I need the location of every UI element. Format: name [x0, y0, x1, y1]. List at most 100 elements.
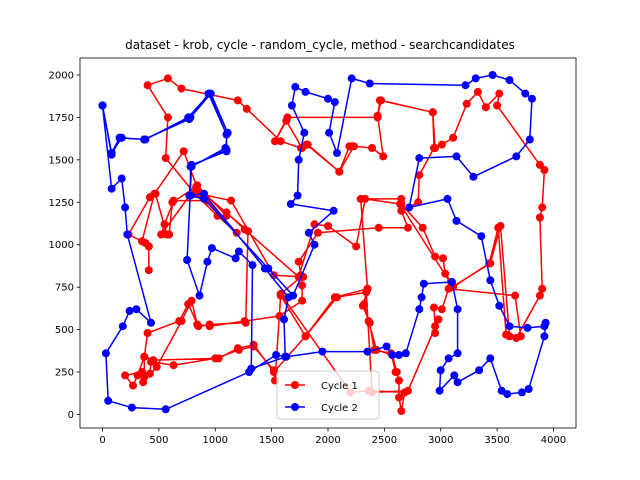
x-tick-label: 2500 [372, 435, 397, 446]
data-point [388, 351, 397, 359]
data-point [481, 103, 490, 112]
data-point [143, 329, 152, 337]
data-point [195, 291, 204, 300]
x-tick-label: 1000 [203, 435, 228, 446]
data-point [430, 303, 438, 312]
data-point [163, 74, 172, 83]
x-tick-label: 0 [99, 435, 105, 446]
data-point [227, 196, 236, 205]
data-point [233, 96, 242, 105]
data-point [516, 332, 525, 341]
data-point [391, 368, 400, 376]
data-point [452, 152, 461, 161]
data-point [325, 128, 334, 137]
data-point [117, 133, 126, 142]
data-point [203, 257, 212, 266]
legend-label-cycle-1: Cycle 1 [321, 381, 358, 392]
data-point [335, 167, 344, 176]
data-point [512, 152, 521, 161]
data-point [211, 354, 220, 363]
series-layer [98, 71, 550, 415]
data-point [234, 247, 243, 256]
data-point [540, 166, 549, 174]
data-point [140, 135, 149, 144]
x-tick-label: 4000 [541, 435, 566, 446]
data-point [541, 318, 550, 327]
data-point [143, 81, 152, 90]
data-point [453, 349, 462, 358]
y-tick-label: 250 [55, 367, 74, 378]
data-point [298, 296, 307, 305]
data-point [121, 371, 130, 380]
data-point [404, 386, 412, 395]
data-point [163, 113, 172, 122]
data-point [418, 223, 427, 232]
data-point [200, 194, 208, 203]
data-point [118, 322, 127, 331]
data-point [453, 378, 462, 387]
data-point [276, 291, 285, 300]
y-tick-label: 750 [55, 283, 74, 294]
data-point [417, 293, 426, 302]
data-point [495, 89, 504, 98]
data-point [107, 184, 116, 193]
x-axis: 0 500 1000 1500 2000 2500 3000 3500 4000 [99, 428, 566, 446]
data-point [462, 99, 471, 108]
data-point [165, 230, 174, 239]
data-point [419, 279, 428, 288]
data-point [361, 194, 370, 203]
data-point [431, 329, 440, 337]
legend-label-cycle-2: Cycle 2 [321, 403, 358, 414]
data-point [194, 322, 203, 331]
data-point [437, 140, 446, 149]
data-point [435, 386, 444, 395]
data-point [289, 291, 298, 300]
data-point [477, 232, 486, 241]
data-point [204, 89, 213, 98]
data-point [183, 256, 192, 264]
data-point [104, 396, 113, 405]
data-point [168, 198, 177, 207]
data-point [415, 171, 424, 180]
data-point [461, 81, 470, 90]
data-point [428, 108, 437, 117]
data-point [294, 257, 303, 266]
data-point [125, 306, 134, 315]
data-point [486, 276, 495, 285]
data-point [301, 332, 310, 341]
data-point [310, 240, 319, 249]
data-point [373, 111, 382, 120]
data-point [147, 357, 155, 366]
data-point [231, 254, 240, 263]
data-point [502, 330, 511, 339]
data-point [248, 261, 257, 270]
data-point [234, 345, 243, 354]
data-point [121, 203, 130, 212]
data-point [511, 291, 520, 300]
data-point [395, 376, 403, 385]
data-point [535, 213, 544, 222]
data-point [185, 191, 194, 200]
x-tick-label: 500 [149, 435, 168, 446]
data-point [443, 194, 452, 203]
data-point [101, 349, 110, 358]
data-point [471, 74, 480, 83]
data-point [363, 284, 372, 293]
data-point [405, 203, 414, 212]
data-point [293, 191, 302, 200]
data-point [247, 364, 256, 373]
data-point [505, 76, 514, 85]
data-point [192, 183, 201, 191]
data-point [494, 223, 503, 232]
x-tick-label: 3000 [428, 435, 453, 446]
data-point [452, 216, 461, 225]
data-point [298, 281, 307, 290]
data-point [431, 252, 440, 261]
data-point [349, 142, 358, 151]
data-point [147, 318, 155, 327]
data-point [144, 266, 153, 275]
data-point [493, 101, 502, 110]
data-point [475, 366, 484, 375]
data-point [358, 301, 367, 310]
data-point [282, 352, 291, 361]
